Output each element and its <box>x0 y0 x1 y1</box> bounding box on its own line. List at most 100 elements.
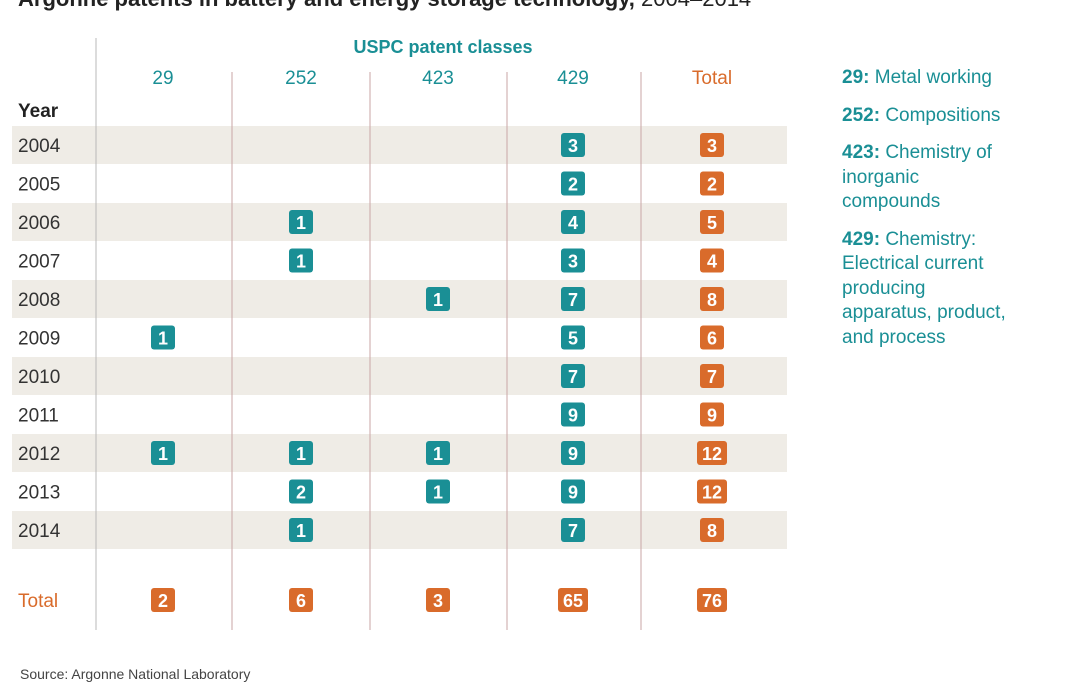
value-label: 9 <box>568 483 578 503</box>
value-badge <box>561 248 585 273</box>
value-badge <box>697 479 727 504</box>
value-badge <box>289 518 313 542</box>
column-header: 429 <box>557 68 589 89</box>
value-badge <box>289 479 313 504</box>
year-label: 2010 <box>18 367 60 388</box>
source-note: Source: Argonne National Laboratory <box>20 666 251 682</box>
value-badge <box>700 402 724 427</box>
value-badge <box>700 133 724 157</box>
value-label: 1 <box>433 444 443 464</box>
value-badge <box>561 441 585 465</box>
value-label: 8 <box>707 521 717 541</box>
chart-title: Argonne patents in battery and energy st… <box>18 0 751 12</box>
row-band <box>12 357 787 395</box>
year-label: 2011 <box>18 406 59 427</box>
year-label: 2014 <box>18 521 61 542</box>
value-label: 1 <box>158 444 168 464</box>
value-badge <box>561 479 585 504</box>
column-header: 252 <box>285 68 317 89</box>
value-label: 1 <box>433 290 443 310</box>
value-label: 5 <box>568 329 578 349</box>
value-badge <box>151 441 175 465</box>
value-label: 3 <box>568 136 578 156</box>
value-badge <box>561 133 585 157</box>
legend-item-429: 429: Chemistry: Electrical current produ… <box>842 228 1017 351</box>
value-label: 3 <box>433 591 443 611</box>
value-label: 1 <box>296 213 306 233</box>
value-label: 6 <box>296 591 306 611</box>
value-badge <box>561 518 585 542</box>
value-badge <box>151 325 175 350</box>
legend-code: 252: <box>842 104 881 126</box>
year-label: 2006 <box>18 213 60 234</box>
value-label: 4 <box>707 252 717 272</box>
total-row-label: Total <box>18 591 58 612</box>
year-label: 2009 <box>18 329 60 350</box>
value-badge <box>700 364 724 388</box>
legend-item-29: 29: Metal working <box>842 66 1072 91</box>
value-badge <box>426 287 450 311</box>
value-badge <box>426 479 450 504</box>
row-band <box>12 280 787 318</box>
legend-text: Metal working <box>874 67 992 88</box>
year-label: 2004 <box>18 136 61 157</box>
value-badge <box>289 441 313 465</box>
column-group-label: USPC patent classes <box>353 37 532 57</box>
year-label: 2008 <box>18 290 60 311</box>
value-badge <box>561 325 585 350</box>
column-header: 29 <box>152 68 173 89</box>
value-badge <box>561 171 585 196</box>
chart-title-main: Argonne patents in battery and energy st… <box>18 0 635 11</box>
row-header-label: Year <box>18 101 59 122</box>
value-badge <box>561 402 585 427</box>
value-badge <box>561 210 585 234</box>
year-label: 2013 <box>18 483 60 504</box>
chart-title-years: 2004–2014 <box>641 0 751 11</box>
value-label: 9 <box>707 406 717 426</box>
value-badge <box>700 248 724 273</box>
value-badge <box>426 588 450 612</box>
year-label: 2007 <box>18 252 60 273</box>
value-label: 1 <box>433 483 443 503</box>
value-badge <box>700 325 724 350</box>
value-badge <box>700 210 724 234</box>
value-label: 4 <box>568 213 578 233</box>
value-label: 76 <box>702 591 722 611</box>
value-label: 1 <box>296 521 306 541</box>
value-badge <box>561 364 585 388</box>
value-label: 12 <box>702 483 722 503</box>
value-badge <box>289 248 313 273</box>
value-label: 12 <box>702 444 722 464</box>
column-header: Total <box>692 68 732 89</box>
legend: 29: Metal working 252: Compositions 423:… <box>842 66 1072 363</box>
value-label: 7 <box>568 367 578 387</box>
legend-code: 429: <box>842 228 881 250</box>
value-label: 2 <box>296 483 306 503</box>
value-label: 7 <box>568 290 578 310</box>
value-label: 3 <box>568 252 578 272</box>
value-label: 65 <box>563 591 583 611</box>
value-label: 5 <box>707 213 717 233</box>
value-badge <box>697 588 727 612</box>
value-badge <box>426 441 450 465</box>
legend-text: Chemistry of inorganic compounds <box>842 142 992 212</box>
legend-text: Chemistry: Electrical current producing … <box>842 228 1006 348</box>
value-label: 7 <box>568 521 578 541</box>
value-badge <box>700 287 724 311</box>
legend-code: 423: <box>842 142 881 163</box>
value-label: 1 <box>296 252 306 272</box>
year-label: 2005 <box>18 175 60 196</box>
value-badge <box>700 171 724 196</box>
value-badge <box>289 588 313 612</box>
value-label: 2 <box>707 175 717 195</box>
value-badge <box>151 588 175 612</box>
value-label: 9 <box>568 444 578 464</box>
legend-item-423: 423: Chemistry of inorganic compounds <box>842 141 1002 215</box>
row-band <box>12 203 787 241</box>
row-band <box>12 434 787 472</box>
value-label: 2 <box>158 591 168 611</box>
row-band <box>12 126 787 164</box>
value-label: 8 <box>707 290 717 310</box>
value-label: 1 <box>158 329 168 349</box>
value-label: 2 <box>568 175 578 195</box>
